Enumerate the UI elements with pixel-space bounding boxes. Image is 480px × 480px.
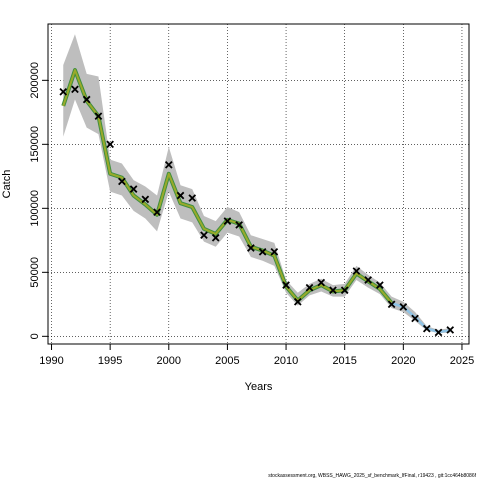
- y-tick-label-50000: 50000: [29, 257, 41, 288]
- x-tick-label-2000: 2000: [157, 355, 181, 367]
- observed-point-1992: [71, 85, 79, 94]
- observed-markers: [59, 85, 455, 337]
- observed-point-2021: [411, 314, 419, 323]
- observed-point-1997: [129, 185, 138, 193]
- observed-point-1991: [59, 88, 68, 96]
- observed-point-1995: [106, 140, 114, 149]
- x-tick-label-2025: 2025: [450, 355, 474, 367]
- observed-point-2007: [247, 244, 255, 252]
- observed-point-2015: [340, 286, 349, 295]
- x-tick-label-1990: 1990: [39, 355, 63, 367]
- observed-point-2011: [293, 297, 302, 306]
- x-tick-label-1995: 1995: [98, 355, 122, 367]
- footer-note: stockassessment.org, WBSS_HAWG_2025_sf_b…: [268, 473, 476, 479]
- observed-point-2001: [176, 191, 185, 200]
- observed-point-1994: [94, 112, 103, 120]
- observed-point-2004: [211, 233, 220, 242]
- y-tick-label-100000: 100000: [29, 190, 41, 227]
- y-axis: 0 50000 100000 150000 200000: [29, 62, 48, 339]
- y-tick-label-0: 0: [29, 333, 41, 339]
- x-tick-label-2010: 2010: [274, 355, 298, 367]
- y-axis-title: Catch: [1, 170, 13, 199]
- observed-point-2022: [422, 324, 431, 333]
- estimate-lines: [61, 68, 451, 334]
- observed-point-2010: [282, 281, 290, 289]
- observed-point-2009: [270, 248, 279, 256]
- observed-point-2014: [329, 286, 337, 295]
- x-tick-label-2015: 2015: [332, 355, 356, 367]
- observed-point-1999: [153, 208, 161, 216]
- observed-point-1993: [82, 95, 91, 104]
- observed-point-2020: [399, 303, 408, 311]
- plot-area-frame: [47, 23, 470, 345]
- confidence-band: [63, 34, 451, 334]
- confidence-band-area: [63, 34, 451, 334]
- observed-point-2016: [352, 267, 361, 275]
- observed-point-2024: [446, 326, 455, 334]
- x-axis-title: Years: [245, 381, 273, 393]
- observed-point-1998: [141, 195, 150, 204]
- x-axis: 1990 1995 2000 2005 2010 2015 2020 2025: [39, 344, 474, 367]
- observed-point-2018: [376, 281, 384, 289]
- observed-point-2017: [364, 276, 372, 284]
- observed-point-2002: [188, 194, 197, 202]
- y-tick-label-150000: 150000: [29, 126, 41, 163]
- observed-point-2012: [305, 283, 314, 292]
- observed-point-1996: [118, 177, 126, 186]
- observed-point-2023: [434, 328, 443, 337]
- observed-point-2008: [258, 248, 267, 256]
- y-tick-label-200000: 200000: [29, 62, 41, 99]
- observed-point-2000: [164, 160, 173, 169]
- x-tick-label-2020: 2020: [391, 355, 415, 367]
- observed-point-2013: [317, 278, 326, 287]
- x-tick-label-2005: 2005: [215, 355, 239, 367]
- estimate-line: [62, 69, 393, 304]
- observed-point-2005: [223, 217, 232, 225]
- observed-point-2019: [387, 300, 396, 309]
- observed-point-2003: [200, 231, 208, 240]
- observed-point-2006: [235, 221, 243, 229]
